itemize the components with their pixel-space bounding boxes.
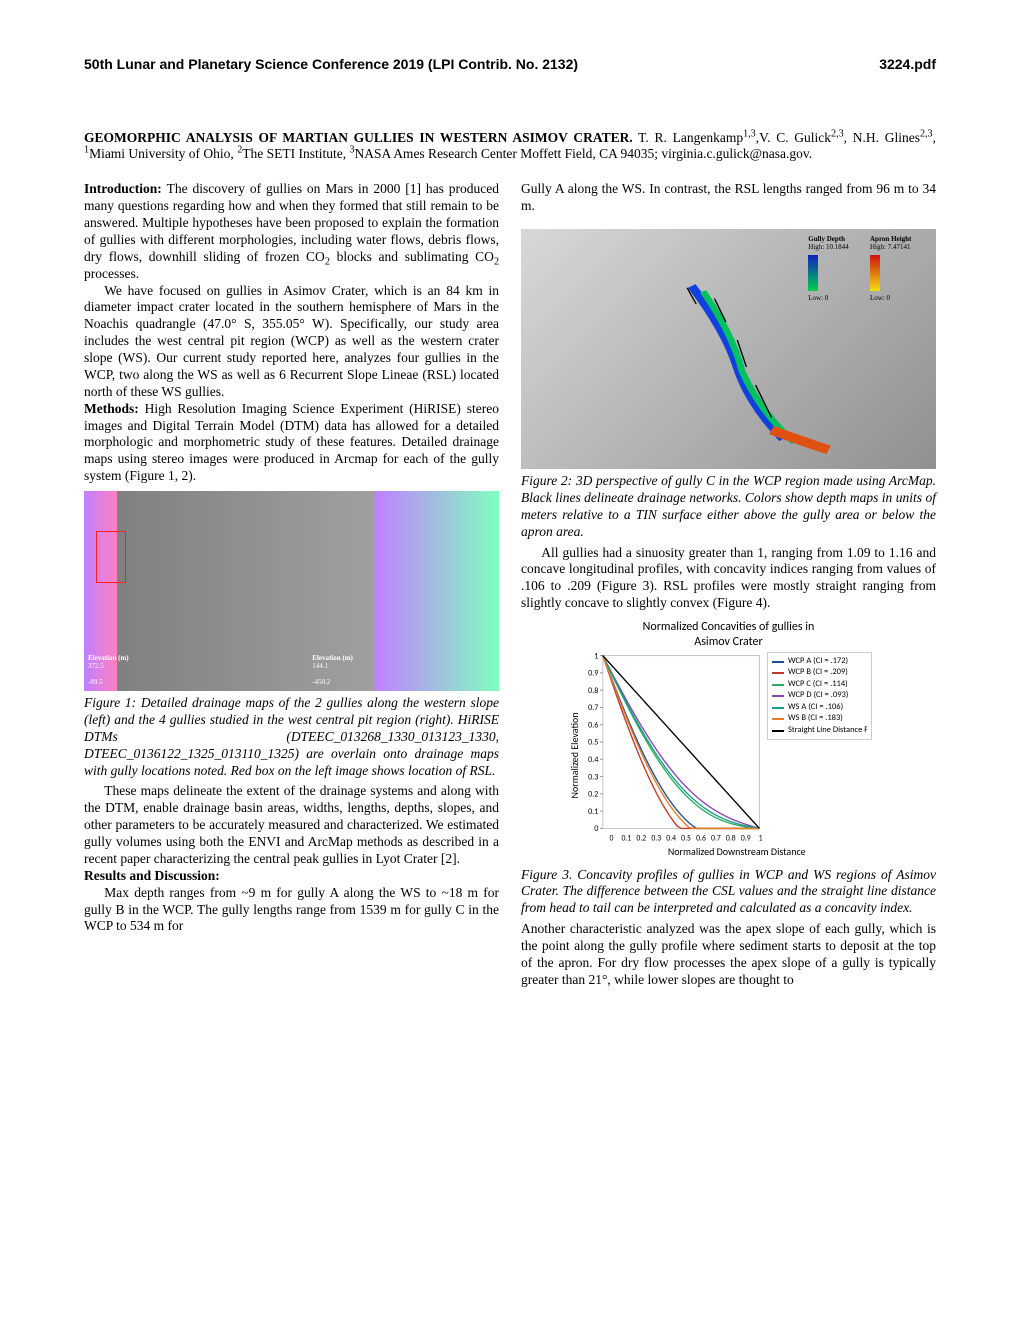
legend-item: WS B (CI = .183) — [772, 713, 867, 724]
author-1: T. R. Langenkamp — [633, 130, 743, 145]
col2-p1: Gully A along the WS. In contrast, the R… — [521, 181, 936, 215]
figure-1-image: Elevation (m) 372.5 -89.5 Elevation (m) … — [84, 491, 499, 691]
right-column: Gully A along the WS. In contrast, the R… — [521, 181, 936, 988]
title-block: GEOMORPHIC ANALYSIS OF MARTIAN GULLIES I… — [84, 130, 936, 164]
svg-text:0.7: 0.7 — [711, 835, 721, 844]
chart-xlabel: Normalized Downstream Distance — [583, 846, 891, 859]
left-column: Introduction: The discovery of gullies o… — [84, 181, 499, 988]
legend-item: WCP B (CI = .209) — [772, 667, 867, 678]
svg-text:1: 1 — [759, 835, 763, 844]
affiliation-1: Miami University of Ohio, — [89, 146, 237, 161]
affiliation-2: The SETI Institute, — [242, 146, 349, 161]
svg-text:0.6: 0.6 — [696, 835, 706, 844]
svg-text:0.8: 0.8 — [726, 835, 736, 844]
svg-text:0.1: 0.1 — [622, 835, 632, 844]
col2-p3: Another characteristic analyzed was the … — [521, 921, 936, 989]
paragraph-asimov: We have focused on gullies in Asimov Cra… — [84, 283, 499, 401]
svg-text:0: 0 — [610, 835, 614, 844]
methods-heading: Methods: — [84, 401, 145, 416]
svg-text:0.4: 0.4 — [666, 835, 676, 844]
col2-p2: All gullies had a sinuosity greater than… — [521, 545, 936, 613]
svg-text:1: 1 — [594, 652, 598, 661]
svg-text:0.5: 0.5 — [588, 738, 598, 748]
svg-text:0.2: 0.2 — [588, 790, 598, 800]
svg-text:0.9: 0.9 — [741, 835, 751, 844]
figure-2-caption: Figure 2: 3D perspective of gully C in t… — [521, 473, 936, 541]
chart-x-axis: 0 0.1 0.2 0.3 0.4 0.5 0.6 0.7 0.8 0.9 1 — [583, 832, 778, 844]
page-header: 50th Lunar and Planetary Science Confere… — [84, 56, 936, 74]
author-3: , N.H. Glines — [844, 130, 920, 145]
chart-plot-area: 0 0.1 0.2 0.3 0.4 0.5 0.6 0.7 0.8 0.9 1 — [583, 652, 763, 832]
legend-item: Straight Line Distance From Head to Tail — [772, 725, 867, 736]
results-heading: Results and Discussion: — [84, 868, 220, 883]
svg-text:0.3: 0.3 — [588, 772, 598, 782]
legend-item: WS A (CI = .106) — [772, 702, 867, 713]
svg-text:0.4: 0.4 — [588, 755, 598, 765]
legend-item: WCP A (CI = .172) — [772, 656, 867, 667]
svg-text:0.6: 0.6 — [588, 720, 598, 730]
svg-text:0.8: 0.8 — [588, 686, 598, 696]
methods-text: High Resolution Imaging Science Experime… — [84, 401, 499, 484]
paragraph-depths: Max depth ranges from ~9 m for gully A a… — [84, 885, 499, 936]
header-left: 50th Lunar and Planetary Science Confere… — [84, 56, 578, 74]
figure-2-image: Gully Depth High: 10.1844 Low: 0 Apron H… — [521, 229, 936, 469]
chart-legend: WCP A (CI = .172)WCP B (CI = .209)WCP C … — [767, 652, 872, 740]
intro-heading: Introduction: — [84, 181, 167, 196]
header-right: 3224.pdf — [879, 56, 936, 74]
svg-text:0.7: 0.7 — [588, 703, 598, 713]
svg-text:0.1: 0.1 — [588, 807, 598, 817]
svg-text:0.2: 0.2 — [636, 835, 646, 844]
svg-text:0.3: 0.3 — [651, 835, 661, 844]
paper-title: GEOMORPHIC ANALYSIS OF MARTIAN GULLIES I… — [84, 130, 633, 145]
svg-text:0: 0 — [594, 824, 598, 832]
author-2: ,V. C. Gulick — [756, 130, 831, 145]
paragraph-maps: These maps delineate the extent of the d… — [84, 783, 499, 867]
svg-text:0.9: 0.9 — [588, 669, 598, 679]
legend-item: WCP D (CI = .093) — [772, 690, 867, 701]
legend-item: WCP C (CI = .114) — [772, 679, 867, 690]
chart-title: Normalized Concavities of gullies inAsim… — [567, 620, 891, 650]
chart-ylabel: Normalized Elevation — [567, 652, 584, 859]
figure-3-caption: Figure 3. Concavity profiles of gullies … — [521, 867, 936, 918]
figure-3-chart: Normalized Concavities of gullies inAsim… — [563, 616, 895, 863]
svg-text:0.5: 0.5 — [681, 835, 691, 844]
figure-1-caption: Figure 1: Detailed drainage maps of the … — [84, 695, 499, 779]
affiliation-3: NASA Ames Research Center Moffett Field,… — [355, 146, 813, 161]
